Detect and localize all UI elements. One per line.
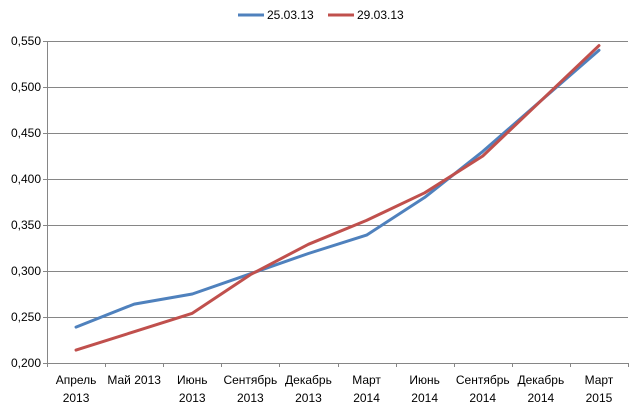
x-tick-label: Июнь 2014 xyxy=(409,373,440,405)
series-lines xyxy=(74,44,601,352)
y-tick-label: 0,500 xyxy=(11,80,41,94)
x-tick-label: Март 2014 xyxy=(352,373,381,405)
y-tick-label: 0,250 xyxy=(11,310,41,324)
x-tick-label: Апрель 2013 xyxy=(56,373,97,405)
series-line-2 xyxy=(74,44,601,352)
y-tick-label: 0,450 xyxy=(11,126,41,140)
gridlines xyxy=(47,41,628,318)
x-tick-label: Декабрь 2014 xyxy=(517,373,564,405)
x-tick-label: Декабрь 2013 xyxy=(285,373,332,405)
x-tick-label: Май 2013 xyxy=(107,373,161,387)
axes xyxy=(43,41,629,367)
y-tick-label: 0,550 xyxy=(11,34,41,48)
y-tick-label: 0,200 xyxy=(11,356,41,370)
y-tick-label: 0,400 xyxy=(11,172,41,186)
legend-label-1: 25.03.13 xyxy=(267,8,314,22)
legend-label-2: 29.03.13 xyxy=(357,8,404,22)
y-tick-label: 0,300 xyxy=(11,264,41,278)
y-axis-tick-labels: 0,200 0,250 0,300 0,350 0,400 0,450 0,500 0,550 xyxy=(11,34,41,370)
y-tick-label: 0,350 xyxy=(11,218,41,232)
x-tick-label: Июнь 2013 xyxy=(177,373,208,405)
chart-legend: 25.03.13 29.03.13 xyxy=(238,8,404,22)
series-line-1 xyxy=(74,48,601,329)
x-tick-label: Март 2015 xyxy=(585,373,614,405)
x-tick-label: Сентябрь 2013 xyxy=(223,373,277,405)
x-tick-label: Сентябрь 2014 xyxy=(456,373,510,405)
